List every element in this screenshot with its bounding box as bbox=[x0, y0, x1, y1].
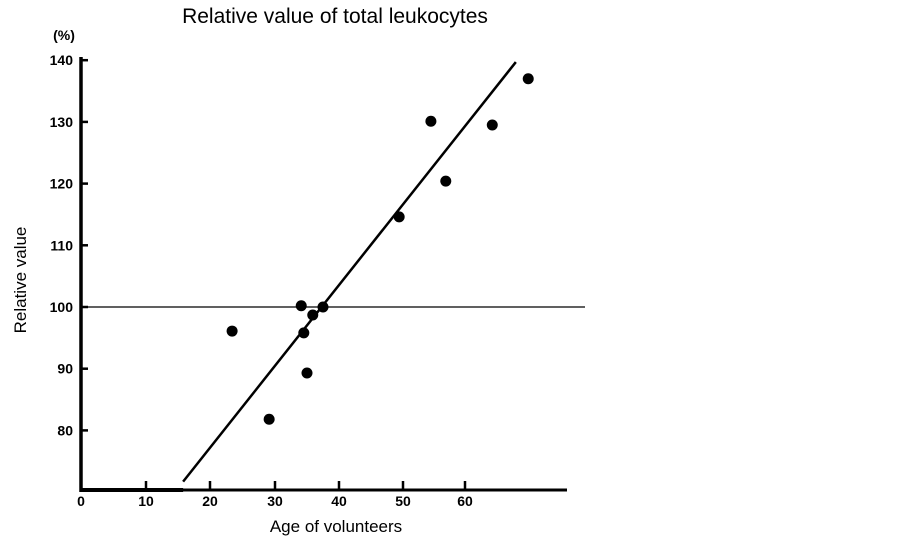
y-tick-label: 80 bbox=[57, 422, 73, 438]
x-tick-label: 20 bbox=[202, 493, 218, 509]
x-tick-label: 30 bbox=[267, 493, 283, 509]
y-tick-label: 130 bbox=[50, 114, 74, 130]
data-point bbox=[440, 175, 452, 187]
data-point bbox=[298, 327, 310, 339]
y-axis-label: Relative value bbox=[11, 227, 30, 334]
data-point bbox=[263, 413, 275, 425]
data-point bbox=[317, 301, 329, 313]
x-tick-label: 0 bbox=[77, 493, 85, 509]
data-point bbox=[522, 73, 534, 85]
x-axis-label: Age of volunteers bbox=[270, 517, 402, 536]
y-tick-label: 140 bbox=[50, 52, 74, 68]
y-unit-label: (%) bbox=[53, 27, 75, 43]
x-tick-label: 10 bbox=[138, 493, 154, 509]
y-tick-label: 100 bbox=[50, 299, 74, 315]
data-point bbox=[307, 309, 319, 321]
x-tick-label: 40 bbox=[331, 493, 347, 509]
trend-line bbox=[182, 61, 517, 483]
data-point bbox=[295, 300, 307, 312]
data-point bbox=[393, 211, 405, 223]
data-point bbox=[226, 325, 238, 337]
data-point bbox=[301, 367, 313, 379]
y-tick-label: 110 bbox=[50, 237, 73, 253]
y-tick-label: 120 bbox=[50, 176, 74, 192]
x-tick-label: 50 bbox=[395, 493, 411, 509]
data-point bbox=[486, 119, 498, 131]
chart-title: Relative value of total leukocytes bbox=[182, 5, 488, 28]
data-point bbox=[425, 115, 437, 127]
x-tick-label: 60 bbox=[457, 493, 473, 509]
y-tick-label: 90 bbox=[57, 361, 73, 377]
